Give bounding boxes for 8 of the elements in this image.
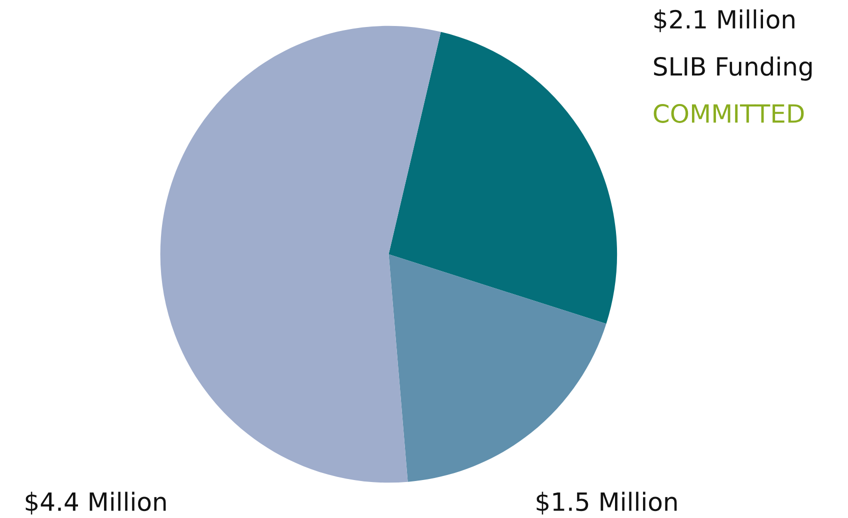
slice-label: $1.5 Million [536,492,677,514]
text: COMMITTED [654,104,804,123]
slice-label: $4.4 Million [26,492,166,514]
pie-slice [160,26,441,483]
pie-slice [388,32,618,324]
text: SLIB Funding [654,56,812,81]
pie-slice [388,254,606,482]
slice-label: $2.1 Million [654,9,794,32]
